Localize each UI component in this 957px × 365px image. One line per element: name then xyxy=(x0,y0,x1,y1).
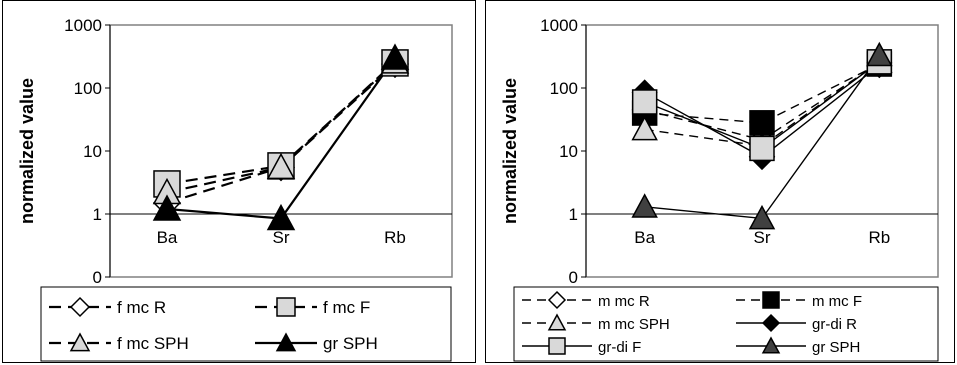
left-y-tick-label: 0 xyxy=(93,268,102,287)
chart-panel-left: 0 1 10 100 1000 normalized value Ba Sr Rb f mc R f… xyxy=(2,0,476,363)
left-category-label-sr: Sr xyxy=(273,228,290,247)
right-category-label-ba: Ba xyxy=(634,228,655,247)
right-y-tick-label: 10 xyxy=(559,142,578,161)
right-legend-label-gr-di-f: gr-di F xyxy=(598,339,641,356)
left-legend-label-f-mc-r: f mc R xyxy=(117,298,166,317)
left-point-f-mc-sph-sr xyxy=(266,152,296,180)
left-y-tick-label: 1 xyxy=(93,205,102,224)
right-point-gr-di-f-ba xyxy=(631,89,658,115)
left-legend-marker-f-mc-sph xyxy=(69,332,91,352)
right-legend-marker-gr-sph xyxy=(761,336,781,354)
right-point-m-mc-sph-ba xyxy=(631,115,658,141)
chart-right-svg: 0 1 10 100 1000 normalized value Ba Sr Rb m mc R m… xyxy=(500,16,939,362)
left-category-label-ba: Ba xyxy=(157,228,178,247)
right-legend-label-gr-sph: gr SPH xyxy=(812,339,860,356)
right-point-gr-di-f-sr xyxy=(749,135,775,162)
right-category-label-sr: Sr xyxy=(754,228,771,247)
left-y-tick-label: 1000 xyxy=(64,16,102,35)
right-category-label-rb: Rb xyxy=(868,228,890,247)
left-y-axis-label: normalized value xyxy=(17,78,37,224)
right-legend-box xyxy=(513,286,939,362)
right-legend-marker-m-mc-f xyxy=(762,291,780,309)
chart-left-svg: 0 1 10 100 1000 normalized value Ba Sr Rb f mc R f… xyxy=(17,16,453,362)
left-y-tick-label: 100 xyxy=(74,79,102,98)
right-point-m-mc-f-sr xyxy=(749,110,775,136)
left-point-gr-sph-rb xyxy=(380,43,410,70)
left-legend-marker-f-mc-r xyxy=(69,296,91,318)
left-point-gr-sph-sr xyxy=(266,203,296,231)
right-y-tick-label: 1000 xyxy=(540,16,578,35)
left-legend-box xyxy=(40,286,452,362)
right-y-tick-label: 100 xyxy=(550,79,578,98)
right-legend-marker-gr-di-f xyxy=(548,337,566,355)
right-y-tick-label: 0 xyxy=(569,268,578,287)
right-y-tick-label: 1 xyxy=(569,205,578,224)
left-legend-label-gr-sph: gr SPH xyxy=(323,334,378,353)
right-legend-marker-gr-di-r xyxy=(761,313,781,333)
left-y-tick-label: 10 xyxy=(83,142,102,161)
left-legend-marker-f-mc-f xyxy=(276,297,296,317)
left-legend-label-f-mc-sph: f mc SPH xyxy=(117,334,189,353)
right-legend-label-m-mc-r: m mc R xyxy=(598,293,650,310)
right-legend-label-m-mc-f: m mc F xyxy=(812,293,862,310)
right-point-gr-sph-ba xyxy=(631,193,658,218)
right-point-gr-sph-sr xyxy=(748,204,776,230)
left-point-gr-sph-ba xyxy=(152,194,182,221)
right-legend-label-gr-di-r: gr-di R xyxy=(812,316,857,333)
right-point-gr-sph-rb xyxy=(866,41,893,67)
right-legend-marker-m-mc-sph xyxy=(547,313,567,331)
chart-panel-right: 0 1 10 100 1000 normalized value Ba Sr Rb m mc R m… xyxy=(485,0,955,363)
right-legend-label-m-mc-sph: m mc SPH xyxy=(598,316,670,333)
right-legend-marker-m-mc-r xyxy=(547,290,567,310)
left-legend-marker-gr-sph xyxy=(275,332,297,352)
left-legend-label-f-mc-f: f mc F xyxy=(323,298,370,317)
left-category-label-rb: Rb xyxy=(384,228,406,247)
right-y-axis-label: normalized value xyxy=(500,78,520,224)
